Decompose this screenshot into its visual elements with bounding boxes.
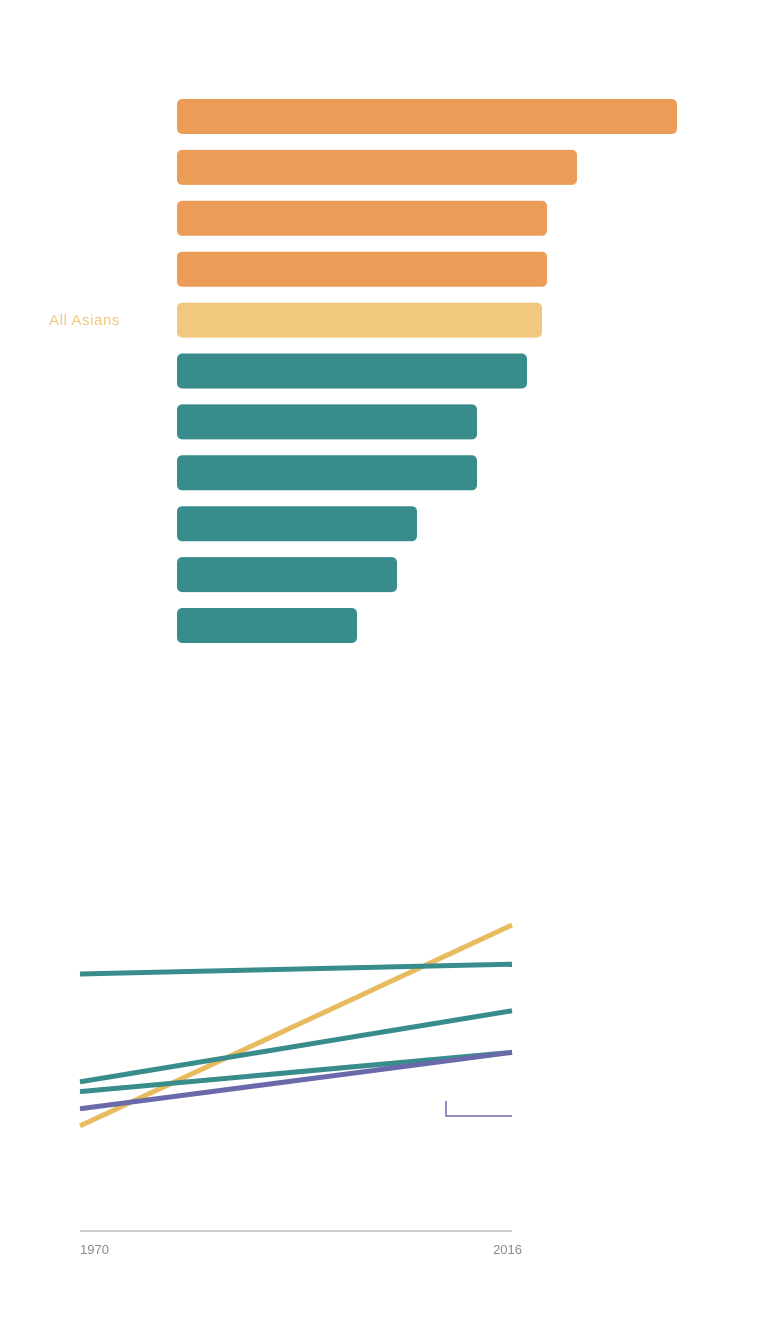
x-tick-label-1: 2016 [493,1242,522,1257]
series-line-4 [79,1049,513,1112]
bar-4 [177,302,542,338]
annotation-marker [445,1101,512,1117]
series-line-3 [79,1049,513,1095]
bar-3 [177,251,547,287]
x-tick-label-0: 1970 [80,1242,109,1257]
bar-0 [177,99,677,134]
bar-1 [177,149,577,185]
series-line-2 [79,1008,513,1085]
bar-chart: All Asians [49,99,677,643]
bar-7 [177,455,477,491]
bar-6 [177,404,477,440]
bar-10 [177,608,357,643]
bar-2 [177,200,547,236]
series-line-1 [79,961,513,977]
bar-label-4: All Asians [49,312,120,329]
bar-8 [177,506,417,542]
series-line-0 [78,922,514,1129]
bar-9 [177,557,397,593]
bar-5 [177,353,527,389]
line-chart: 1970 2016 [78,922,522,1257]
